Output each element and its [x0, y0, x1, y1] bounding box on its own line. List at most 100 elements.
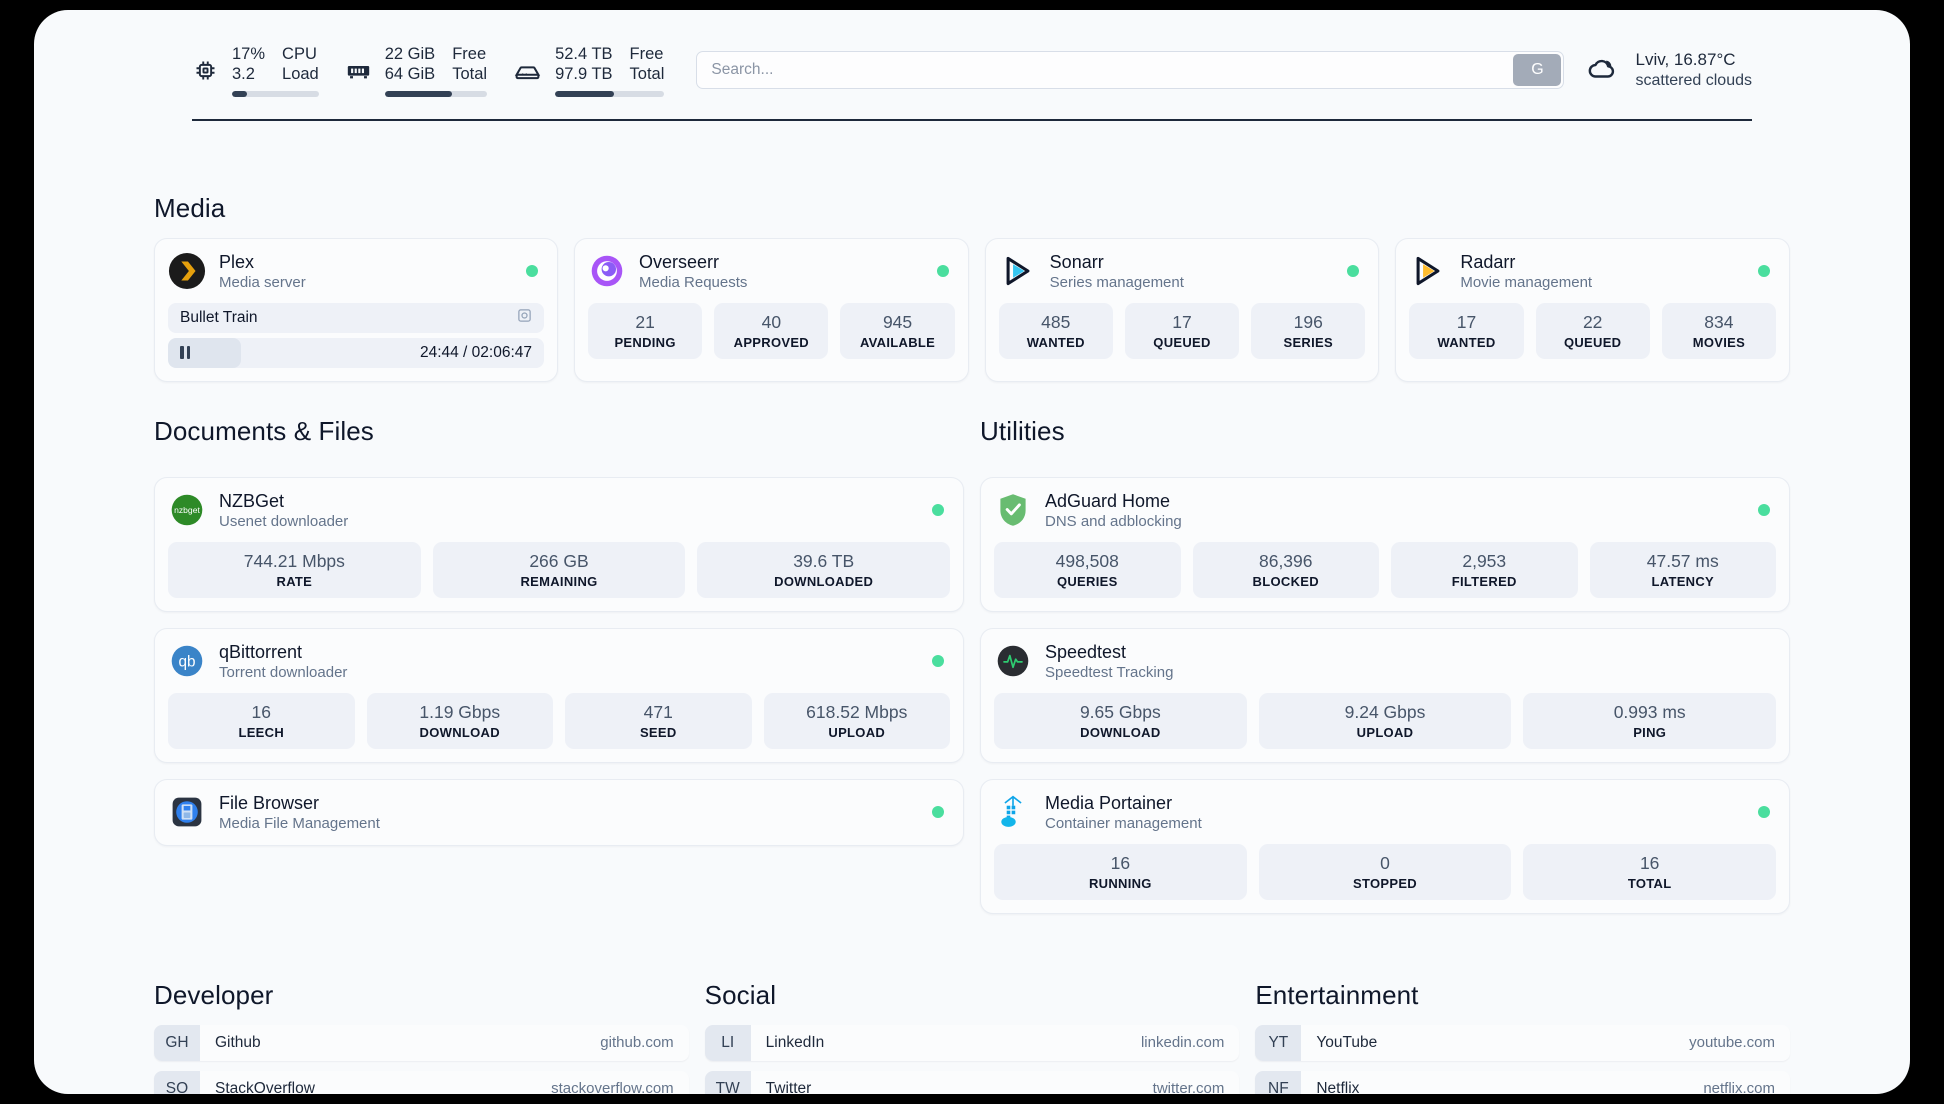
bookmark-abbr: NF: [1255, 1070, 1302, 1094]
stat-value: 834: [1704, 311, 1734, 332]
ram-label-top: Free: [452, 45, 487, 63]
nzbget-subtitle: Usenet downloader: [219, 512, 349, 530]
bookmark-item[interactable]: LI LinkedIn linkedin.com: [704, 1024, 1240, 1061]
stat-label: STOPPED: [1353, 875, 1417, 891]
service-card-speedtest[interactable]: Speedtest Speedtest Tracking 9.65 Gbps DO…: [980, 627, 1790, 763]
stat-label: DOWNLOADED: [774, 573, 874, 589]
stat-value: 266 GB: [529, 550, 589, 571]
stat-label: RATE: [276, 573, 313, 589]
bookmark-item[interactable]: SO StackOverflow stackoverflow.com: [154, 1070, 689, 1095]
sonarr-subtitle: Series management: [1049, 273, 1184, 291]
radarr-subtitle: Movie management: [1460, 273, 1593, 291]
disk-label-top: Free: [629, 45, 664, 63]
svg-text:qb: qb: [179, 653, 196, 670]
portainer-stats: 16 RUNNING 0 STOPPED 16 TOTAL: [994, 843, 1777, 900]
bookmark-item[interactable]: YT YouTube youtube.com: [1255, 1024, 1791, 1061]
weather-location-temp: Lviv, 16.87°C: [1635, 50, 1736, 70]
search-input[interactable]: [697, 52, 1512, 89]
portainer-status-dot: [1758, 806, 1770, 818]
stat-label: APPROVED: [733, 334, 810, 350]
svg-text:nzbget: nzbget: [174, 505, 200, 515]
bookmark-name: StackOverflow: [215, 1079, 315, 1095]
qbittorrent-icon: qb: [168, 642, 206, 680]
filebrowser-status-dot: [932, 806, 944, 818]
stat-value: 22: [1582, 311, 1603, 332]
stat-label: FILTERED: [1451, 573, 1517, 589]
section-title-utilities: Utilities: [980, 415, 1065, 446]
stat-value: 2,953: [1462, 550, 1507, 571]
stat-label: REMAINING: [520, 573, 598, 589]
overseerr-subtitle: Media Requests: [639, 273, 748, 291]
filebrowser-subtitle: Media File Management: [219, 814, 380, 832]
bookmarks-row: Developer GH Github github.com SO StackOverfl…: [154, 980, 1791, 1095]
stat-label: MOVIES: [1692, 334, 1746, 350]
stat-label: PENDING: [614, 334, 676, 350]
disk-total-value: 97.9 TB: [555, 65, 613, 83]
stat-tile: 485 WANTED: [998, 302, 1113, 359]
stat-label: LATENCY: [1651, 573, 1715, 589]
utilities-column: Utilities AdGuard Home DNS and adblockin…: [980, 416, 1790, 914]
search-bar[interactable]: G: [696, 51, 1565, 90]
portainer-icon: [994, 793, 1032, 831]
radarr-status-dot: [1758, 265, 1771, 277]
service-card-portainer[interactable]: Media Portainer Container management 16 R…: [980, 778, 1790, 914]
service-card-qbittorrent[interactable]: qb qBittorrent Torrent downloader 16 LEEC…: [154, 627, 964, 763]
plex-icon: [168, 252, 206, 290]
bookmark-name: Twitter: [765, 1079, 812, 1095]
stat-value: 21: [635, 311, 655, 332]
service-card-radarr[interactable]: Radarr Movie management 17 WANTED 22 QUEUED…: [1395, 237, 1791, 382]
stat-label: UPLOAD: [828, 724, 886, 740]
cpu-label-top: CPU: [282, 45, 317, 63]
stat-label: SEED: [639, 724, 677, 740]
bookmark-group: Developer GH Github github.com SO StackOverfl…: [154, 980, 689, 1095]
stat-tile: 471 SEED: [565, 692, 752, 749]
stat-label: UPLOAD: [1356, 724, 1414, 740]
service-card-nzbget[interactable]: nzbget NZBGet Usenet downloader 744.21 M…: [154, 476, 964, 612]
bookmark-group: Entertainment YT YouTube youtube.com NF Netfl…: [1255, 980, 1791, 1094]
bookmark-abbr: GH: [154, 1024, 200, 1061]
stat-value: 618.52 Mbps: [806, 701, 908, 722]
stat-value: 47.57 ms: [1646, 550, 1719, 571]
bookmark-name: Github: [215, 1033, 261, 1051]
cpu-icon: [192, 57, 219, 84]
stat-label: QUEUED: [1563, 334, 1622, 350]
bookmark-item[interactable]: NF Netflix netflix.com: [1255, 1070, 1791, 1094]
stat-tile: 17 QUEUED: [1124, 302, 1240, 359]
stat-value: 17: [1172, 311, 1192, 332]
cpu-stat-group: 17% 3.2 CPU Load: [192, 44, 319, 97]
stat-tile: 40 APPROVED: [714, 302, 829, 359]
bookmark-item[interactable]: GH Github github.com: [154, 1024, 689, 1061]
google-search-button[interactable]: G: [1513, 54, 1562, 87]
plex-progress-bar[interactable]: 24:44 / 02:06:47: [168, 337, 544, 368]
service-card-adguard[interactable]: AdGuard Home DNS and adblocking 498,508 Q…: [980, 476, 1790, 612]
stat-tile: 16 LEECH: [168, 692, 355, 749]
service-card-overseerr[interactable]: Overseerr Media Requests 21 PENDING 40 APPR…: [574, 237, 969, 382]
service-card-filebrowser[interactable]: File Browser Media File Management: [154, 778, 964, 846]
stat-tile: 196 SERIES: [1251, 302, 1366, 359]
ram-stat-group: 22 GiB 64 GiB Free Total: [345, 44, 488, 97]
cast-icon[interactable]: [517, 308, 532, 328]
stat-tile: 2,953 FILTERED: [1391, 541, 1578, 598]
plex-status-dot: [526, 265, 538, 277]
cloud-icon: [1586, 51, 1620, 90]
cpu-usage-bar: [232, 91, 319, 97]
adguard-shield-icon: [994, 491, 1032, 529]
stat-tile: 744.21 Mbps RATE: [168, 541, 421, 598]
nzbget-stats: 744.21 Mbps RATE 266 GB REMAINING 39.6 TB DOW…: [168, 541, 951, 598]
radarr-stats: 17 WANTED 22 QUEUED 834 MOVIES: [1409, 302, 1776, 359]
service-card-sonarr[interactable]: Sonarr Series management 485 WANTED 17 QUEU…: [984, 237, 1380, 382]
speedtest-name: Speedtest: [1045, 641, 1127, 662]
qbittorrent-subtitle: Torrent downloader: [219, 663, 348, 681]
stat-tile: 945 AVAILABLE: [840, 302, 955, 359]
sonarr-status-dot: [1347, 265, 1360, 277]
bookmark-item[interactable]: TW Twitter twitter.com: [704, 1070, 1240, 1095]
stat-value: 0: [1380, 852, 1390, 873]
media-row: Plex Media server Bullet Train 24:44 / 0…: [154, 237, 1791, 382]
stat-label: QUEUED: [1153, 334, 1211, 350]
stat-label: QUERIES: [1056, 573, 1118, 589]
cpu-label-bottom: Load: [282, 65, 319, 83]
pause-icon[interactable]: [180, 346, 190, 359]
stat-value: 498,508: [1055, 550, 1119, 571]
service-card-plex[interactable]: Plex Media server Bullet Train 24:44 / 0…: [154, 237, 558, 382]
bookmark-abbr: LI: [704, 1024, 751, 1061]
